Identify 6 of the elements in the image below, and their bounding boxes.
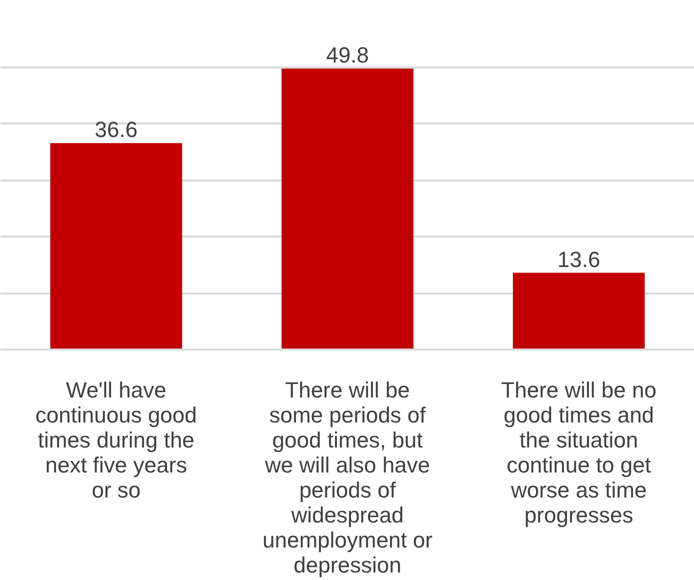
data-label: 49.8 bbox=[326, 42, 369, 68]
x-tick-label: We'll have continuous good times during the next five years or so bbox=[35, 378, 197, 502]
data-label: 36.6 bbox=[94, 117, 138, 142]
x-tick-label: There will be some periods of good times, but we will also have periods of widespread unemployment or depression bbox=[262, 378, 432, 578]
x-tick-label: There will be no good times and the situation continue to get worse as time progresses bbox=[501, 378, 656, 528]
data-label: 13.6 bbox=[557, 246, 600, 272]
